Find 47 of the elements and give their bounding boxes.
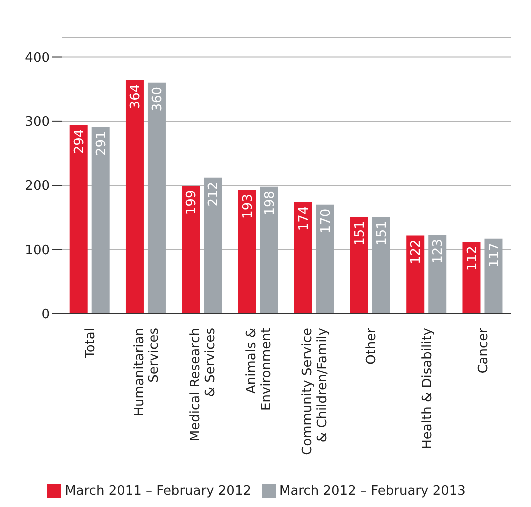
data-label: 193 (240, 194, 256, 219)
y-tick-label: 100 (25, 243, 50, 258)
data-label: 151 (353, 221, 368, 246)
data-label: 291 (94, 131, 110, 156)
bar (316, 204, 334, 314)
x-tick-label: Cancer (476, 327, 492, 374)
bar (70, 125, 88, 314)
bar (350, 217, 368, 314)
x-tick-label: Humanitarian Services (132, 328, 162, 417)
bar (294, 202, 312, 314)
bar (238, 190, 256, 314)
x-tick-label: Medical Research & Services (188, 328, 218, 442)
y-tick-label: 300 (25, 115, 50, 130)
bar (148, 82, 166, 314)
bar (372, 217, 390, 314)
x-tick-label: Health & Disability (420, 328, 436, 450)
data-label: 199 (184, 190, 200, 216)
data-label: 212 (206, 182, 222, 207)
data-label: 360 (150, 86, 166, 112)
legend-label: March 2011 – February 2012 (65, 484, 252, 499)
y-tick-label: 400 (25, 50, 50, 66)
x-tick-label: Community Service & Children/Family (300, 328, 331, 456)
x-tick-label: Total (84, 328, 99, 360)
bar (182, 186, 200, 314)
bar (92, 127, 110, 314)
data-label: 170 (318, 208, 334, 234)
bar (484, 238, 503, 314)
bar (406, 236, 425, 314)
bar (204, 178, 222, 314)
bar (260, 186, 278, 314)
data-label: 123 (431, 239, 446, 264)
x-tick-label: Animals & Environment (244, 328, 274, 412)
bar (126, 80, 144, 314)
y-tick-label: 200 (25, 179, 50, 194)
data-label: 117 (487, 242, 502, 268)
data-label: 294 (72, 129, 88, 154)
data-label: 364 (128, 84, 144, 110)
data-label: 174 (296, 206, 312, 232)
data-label: 122 (409, 240, 424, 265)
data-label: 151 (375, 221, 390, 246)
y-tick-label: 0 (42, 308, 50, 323)
x-tick-label: Other (364, 327, 380, 365)
bar (428, 235, 447, 314)
data-label: 198 (262, 190, 278, 216)
bar (462, 242, 481, 314)
data-label: 112 (465, 246, 480, 271)
legend-label: March 2012 – February 2013 (280, 484, 466, 499)
